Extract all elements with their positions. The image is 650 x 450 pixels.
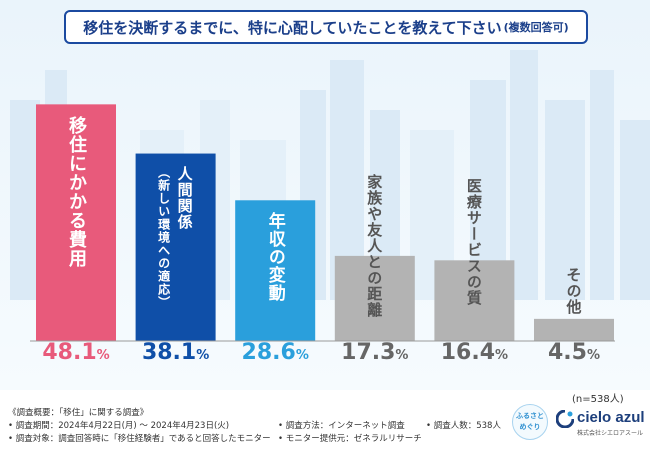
bar-label-line: （新しい環境への適応） <box>156 165 171 309</box>
bar-label-line: 年収の変動 <box>264 212 285 303</box>
value-unit: % <box>295 348 309 363</box>
survey-overview: 《調査概要：「移住」に関する調査》 <box>8 408 149 418</box>
bar-1 <box>36 104 116 342</box>
value-unit: % <box>586 348 600 363</box>
bar-label-line: その他 <box>564 266 583 315</box>
value-number: 4.5 <box>547 340 587 365</box>
value-label-1: 48.1% <box>34 340 118 365</box>
bar-5 <box>434 260 515 341</box>
bar-label-5: 医療サービスの質 <box>434 178 514 306</box>
value-label-2: 38.1% <box>134 340 218 365</box>
bar-label-line: 家族や友人との距離 <box>365 173 384 318</box>
value-unit: % <box>96 348 110 363</box>
bar-label-2: 人間関係 （新しい環境への適応） <box>136 166 216 309</box>
value-number: 48.1 <box>42 340 97 365</box>
brand-name: cielo azul <box>577 409 645 426</box>
bar-label-line: 人間関係 <box>175 165 194 230</box>
bar-label-3: 年収の変動 <box>235 212 315 302</box>
bar-label-1: 移住にかかる費用 <box>36 116 116 268</box>
bar-label-4: 家族や友人との距離 <box>335 174 415 318</box>
value-label-3: 28.6% <box>233 340 317 365</box>
sample-size-note: (n=538人) <box>572 394 624 405</box>
furusato-meguri-logo: ふるさと めぐり <box>512 404 548 440</box>
bar-4 <box>334 255 415 341</box>
bar-3 <box>235 200 316 341</box>
bar-label-line: 医療サービスの質 <box>464 178 483 307</box>
survey-count: • 調査人数：538人 <box>426 421 501 431</box>
chart-title-box: 移住を決断するまでに、特に心配していたことを教えて下さい (複数回答可) <box>64 10 588 44</box>
bar-label-line: 移住にかかる費用 <box>66 116 87 269</box>
bar-2 <box>135 153 216 341</box>
survey-method: • 調査方法：インターネット調査 <box>278 421 405 431</box>
survey-footer: 《調査概要：「移住」に関する調査》 • 調査期間：2024年4月22日(月) ～… <box>0 402 650 450</box>
value-unit: % <box>395 348 409 363</box>
bar-6 <box>534 318 614 341</box>
value-number: 16.4 <box>440 340 496 365</box>
brand-tagline: 株式会社シエロアスール <box>577 430 644 437</box>
chart-subtitle: (複数回答可) <box>503 21 569 34</box>
value-number: 38.1 <box>141 340 197 365</box>
value-number: 17.3 <box>341 340 396 365</box>
value-unit: % <box>196 348 210 363</box>
value-label-4: 17.3% <box>333 340 417 365</box>
survey-target: • 調査対象：調査回答時に「移住経験者」であると回答したモニター <box>8 434 271 444</box>
survey-provider: • モニター提供元：ゼネラルリサーチ <box>278 434 422 444</box>
chart-title: 移住を決断するまでに、特に心配していたことを教えて下さい <box>83 18 502 37</box>
value-label-6: 4.5% <box>532 340 616 365</box>
survey-period: • 調査期間：2024年4月22日(月) ～ 2024年4月23日(火) <box>8 421 230 431</box>
bar-label-6: その他 <box>534 267 614 315</box>
value-unit: % <box>495 348 509 363</box>
value-label-5: 16.4% <box>432 340 516 365</box>
cielo-azul-mark-icon <box>556 410 574 428</box>
value-number: 28.6 <box>241 340 296 365</box>
